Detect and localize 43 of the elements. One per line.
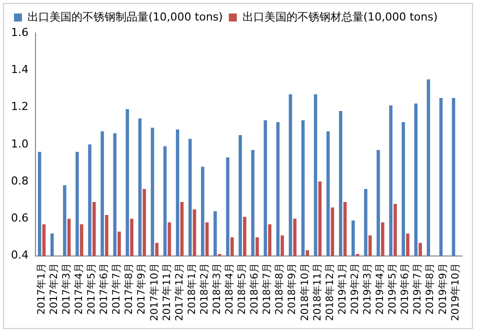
x-tick-label: 2018年4月 xyxy=(224,262,236,315)
x-tick-label: 2018年6月 xyxy=(248,262,261,315)
legend-label: 出口美国的不锈钢制品量(10,000 tons) xyxy=(28,10,223,24)
x-tick-label: 2019年1月 xyxy=(336,262,348,315)
x-tick-label: 2019年5月 xyxy=(386,262,399,315)
x-tick-label: 2017年9月 xyxy=(136,262,148,315)
x-tick-label: 2018年8月 xyxy=(274,262,286,315)
y-tick-label: 1.2 xyxy=(10,100,28,114)
y-tick-label: 0.4 xyxy=(10,248,28,262)
x-tick-label: 2017年3月 xyxy=(60,262,72,315)
x-tick-label: 2019年10月 xyxy=(449,262,462,322)
x-tick-label: 2018年12月 xyxy=(324,262,336,322)
x-tick-label: 2018年1月 xyxy=(186,262,198,315)
x-tick-label: 2019年3月 xyxy=(362,262,374,315)
y-tick-label: 0.8 xyxy=(10,174,28,188)
x-tick-label: 2017年12月 xyxy=(173,262,186,322)
x-tick-label: 2017年8月 xyxy=(123,262,136,315)
x-tick-label: 2018年7月 xyxy=(261,262,274,315)
x-tick-label: 2018年9月 xyxy=(286,262,298,315)
x-tick-label: 2018年10月 xyxy=(298,262,311,322)
y-tick-label: 1.0 xyxy=(10,137,28,150)
x-tick-label: 2018年2月 xyxy=(198,262,210,315)
x-tick-label: 2018年11月 xyxy=(311,262,324,322)
x-tick-label: 2017年6月 xyxy=(98,262,110,315)
x-tick-label: 2017年11月 xyxy=(160,262,173,322)
x-tick-label: 2019年9月 xyxy=(436,262,449,315)
x-tick-label: 2017年5月 xyxy=(86,262,98,315)
x-tick-label: 2019年6月 xyxy=(399,262,412,315)
x-tick-label: 2017年4月 xyxy=(72,262,85,315)
x-tick-label: 2018年5月 xyxy=(236,262,248,315)
legend-label: 出口美国的不锈钢材总量(10,000 tons) xyxy=(242,10,438,24)
x-tick-label: 2017年10月 xyxy=(148,262,160,322)
x-tick-label: 2019年8月 xyxy=(424,262,436,315)
y-tick-label: 0.6 xyxy=(10,212,28,225)
y-tick-label: 1.4 xyxy=(10,62,28,76)
x-tick-label: 2019年2月 xyxy=(348,262,361,315)
x-tick-label: 2017年2月 xyxy=(48,262,60,315)
x-tick-label: 2019年4月 xyxy=(374,262,386,315)
y-tick-label: 1.6 xyxy=(10,26,28,39)
x-tick-label: 2019年7月 xyxy=(412,262,424,315)
x-tick-label: 2017年7月 xyxy=(110,262,123,315)
x-tick-label: 2017年1月 xyxy=(35,262,48,315)
x-tick-label: 2018年3月 xyxy=(210,262,223,315)
